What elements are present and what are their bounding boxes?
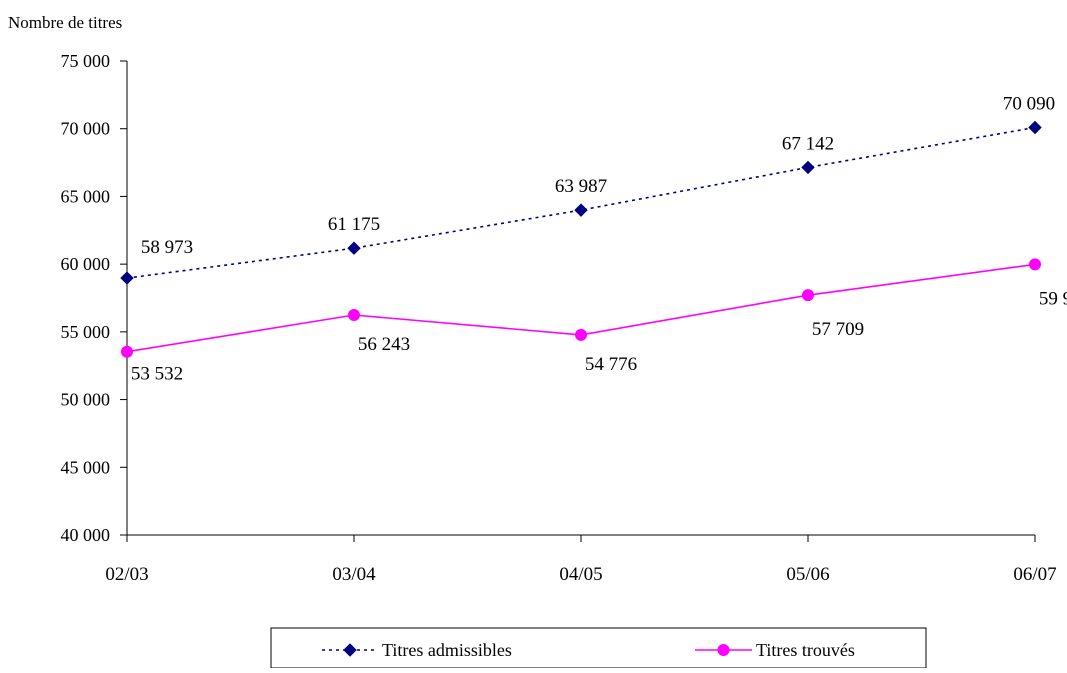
y-tick-label: 70 000: [61, 119, 111, 139]
data-point: [121, 345, 133, 358]
x-tick-label: 04/05: [559, 564, 602, 585]
series-line-titres-admissibles: [126, 126, 1036, 279]
y-tick-label: 65 000: [61, 186, 111, 206]
data-label: 58 973: [141, 237, 193, 258]
data-label: 59 979: [1039, 288, 1067, 309]
data-point: [1028, 120, 1042, 135]
data-label: 70 090: [1003, 93, 1055, 114]
y-tick-label: 40 000: [61, 525, 111, 545]
y-tick-label: 50 000: [61, 390, 111, 410]
data-label: 56 243: [358, 334, 410, 355]
data-point: [802, 289, 814, 302]
data-point: [801, 160, 815, 175]
y-tick-label: 60 000: [61, 254, 111, 274]
y-tick-label: 55 000: [61, 322, 111, 342]
data-label: 54 776: [585, 354, 637, 375]
series-layer: [120, 120, 1042, 358]
data-labels: 58 973 61 175 63 987 67 142 70 090 53 532 56 2…: [131, 93, 1067, 384]
y-tick-label: 45 000: [61, 457, 111, 477]
legend-label: Titres trouvés: [756, 640, 855, 660]
x-tick-label: 03/04: [332, 564, 376, 585]
x-tick-label: 05/06: [786, 564, 829, 585]
x-tick-label: 02/03: [105, 564, 148, 585]
data-point: [120, 271, 134, 285]
x-tick-label: 06/07: [1013, 564, 1056, 585]
legend: Titres admissibles Titres trouvés: [270, 627, 927, 669]
data-label: 57 709: [812, 319, 864, 340]
data-point: [1029, 258, 1041, 271]
data-label: 63 987: [555, 176, 607, 197]
legend-marker: [717, 644, 730, 656]
data-point: [347, 241, 361, 255]
legend-marker: [343, 643, 357, 657]
data-label: 53 532: [131, 364, 183, 385]
axes: 40 000 45 000 50 000 55 000 60 000 65 000 70 0…: [61, 51, 1057, 585]
y-tick-label: 75 000: [61, 51, 111, 71]
data-label: 67 142: [782, 133, 834, 154]
data-label: 61 175: [328, 214, 380, 235]
data-point: [574, 203, 588, 217]
legend-items: Titres admissibles Titres trouvés: [322, 640, 855, 660]
data-point: [575, 328, 587, 341]
y-axis-title: Nombre de titres: [8, 13, 122, 32]
data-point: [348, 309, 360, 322]
legend-label: Titres admissibles: [382, 640, 512, 660]
